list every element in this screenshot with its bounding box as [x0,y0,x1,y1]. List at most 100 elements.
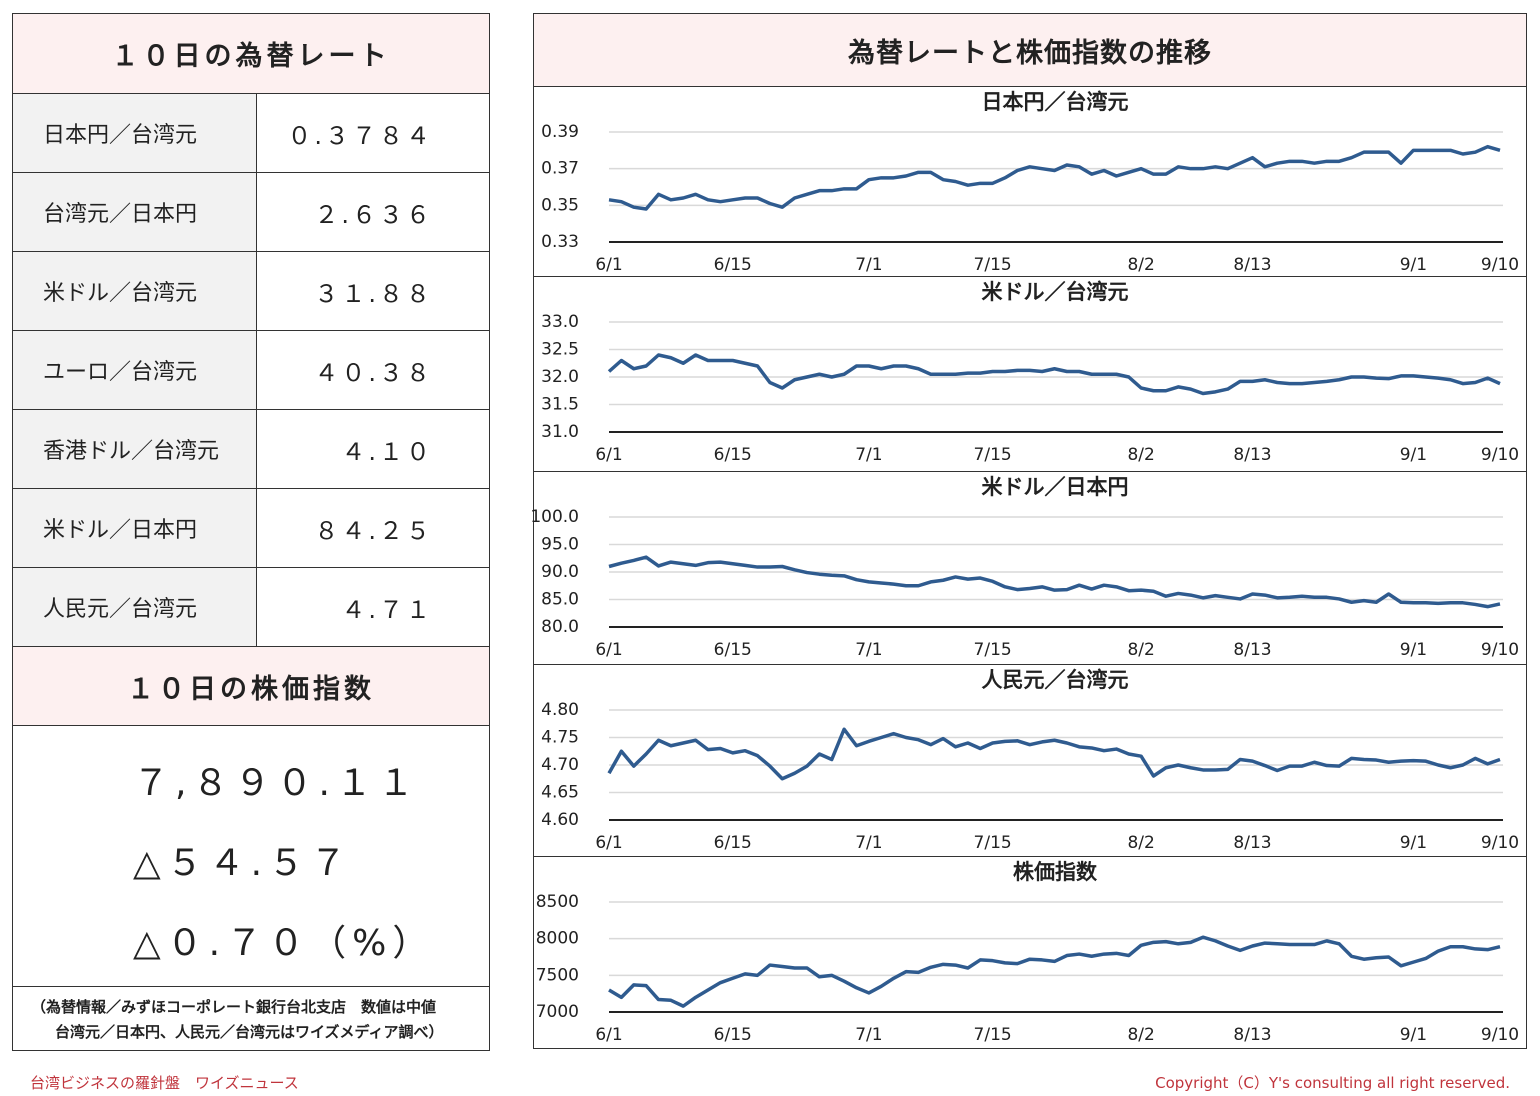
rate-value: ４０.３８ [257,331,489,410]
x-tick-label: 7/15 [974,640,1012,660]
right-panel: 為替レートと株価指数の推移 [533,13,1527,1049]
index-title: １０日の株価指数 [13,646,489,726]
index-line: △０.７０（%） [133,923,435,964]
chart-title: 日本円／台湾元 [982,90,1129,114]
x-tick-label: 6/15 [714,255,752,275]
rate-value: ３１.８８ [257,252,489,331]
rate-value: ０.３７８４ [257,94,489,173]
y-tick-label: 4.60 [541,810,579,830]
x-tick-label: 9/1 [1400,255,1427,275]
rate-value: ４.１０ [257,410,489,489]
x-tick-label: 7/1 [855,640,882,660]
chart-title: 米ドル／日本円 [982,475,1129,499]
y-tick-label: 100.0 [530,507,579,527]
series-line [608,144,1501,211]
rates-title: １０日の為替レート [13,14,489,94]
x-tick-label: 7/1 [855,833,882,853]
y-tick-label: 4.70 [541,755,579,775]
x-tick-label: 7/15 [974,1025,1012,1045]
x-tick-label: 7/15 [974,255,1012,275]
y-tick-label: 4.65 [541,783,579,803]
y-tick-label: 0.37 [541,159,579,179]
x-tick-label: 9/1 [1400,1025,1427,1045]
x-tick-label: 6/15 [714,833,752,853]
x-tick-label: 8/2 [1127,833,1154,853]
footer-right: Copyright（C）Y's consulting all right res… [1155,1074,1510,1092]
x-tick-label: 8/2 [1127,445,1154,465]
x-tick-label: 7/1 [855,445,882,465]
x-tick-label: 9/10 [1481,255,1519,275]
y-tick-label: 4.80 [541,700,579,720]
rate-label: 香港ドル／台湾元 [13,410,257,489]
panel-title: 為替レートと株価指数の推移 [534,14,1526,87]
x-tick-label: 7/15 [974,833,1012,853]
x-tick-label: 7/1 [855,255,882,275]
note: 台湾元／日本円、人民元／台湾元はワイズメディア調べ） [55,1023,444,1041]
x-tick-label: 9/1 [1400,833,1427,853]
rate-label: 人民元／台湾元 [13,568,257,647]
y-tick-label: 4.75 [541,728,579,748]
divider [534,276,1526,277]
rate-label: 台湾元／日本円 [13,173,257,252]
x-tick-label: 6/1 [595,255,622,275]
rate-value: ２.６３６ [257,173,489,252]
y-tick-label: 8000 [536,929,579,949]
divider [534,856,1526,857]
y-tick-label: 90.0 [541,562,579,582]
series-line [607,727,1501,781]
chart-title: 人民元／台湾元 [982,668,1129,692]
x-tick-label: 8/2 [1127,255,1154,275]
chart-title: 株価指数 [1013,860,1098,884]
x-tick-label: 9/10 [1481,445,1519,465]
x-tick-label: 9/1 [1400,445,1427,465]
x-tick-label: 7/15 [974,445,1012,465]
footer-left: 台湾ビジネスの羅針盤 ワイズニュース [30,1074,299,1092]
x-tick-label: 8/13 [1233,255,1271,275]
x-tick-label: 6/15 [714,1025,752,1045]
divider [534,471,1526,472]
series-line [608,555,1501,609]
chart-title: 米ドル／台湾元 [982,280,1129,304]
y-tick-label: 31.5 [541,395,579,415]
x-tick-label: 9/10 [1481,833,1519,853]
x-tick-label: 7/1 [855,1025,882,1045]
y-tick-label: 7000 [536,1002,579,1022]
series-line [607,353,1501,396]
x-tick-label: 9/10 [1481,640,1519,660]
y-tick-label: 32.5 [541,340,579,360]
x-tick-label: 6/1 [595,640,622,660]
rate-value: ８４.２５ [257,489,489,568]
x-tick-label: 6/15 [714,445,752,465]
rate-label: ユーロ／台湾元 [13,331,257,410]
index-line: △５４.５７ [133,843,353,884]
x-tick-label: 8/13 [1233,640,1271,660]
series-line [608,935,1501,1008]
y-tick-label: 0.39 [541,122,579,142]
x-tick-label: 8/13 [1233,833,1271,853]
y-tick-label: 85.0 [541,590,579,610]
left-panel: １０日の為替レート １０日の株価指数 （為替情報／みずほコーポレート銀行台北支店… [12,13,490,1051]
y-tick-label: 0.33 [541,232,579,252]
y-tick-label: 80.0 [541,617,579,637]
y-tick-label: 31.0 [541,422,579,442]
y-tick-label: 32.0 [541,367,579,387]
y-tick-label: 0.35 [541,195,579,215]
x-tick-label: 8/13 [1233,445,1271,465]
x-tick-label: 8/2 [1127,1025,1154,1045]
x-tick-label: 8/2 [1127,640,1154,660]
rate-label: 日本円／台湾元 [13,94,257,173]
rate-value: ４.７１ [257,568,489,647]
divider [534,664,1526,665]
x-tick-label: 9/1 [1400,640,1427,660]
y-tick-label: 33.0 [541,312,579,332]
index-line: ７,８９０.１１ [133,763,420,804]
rate-label: 米ドル／台湾元 [13,252,257,331]
x-tick-label: 6/1 [595,833,622,853]
divider [13,986,489,987]
x-tick-label: 6/1 [595,445,622,465]
x-tick-label: 9/10 [1481,1025,1519,1045]
rate-label: 米ドル／日本円 [13,489,257,568]
y-tick-label: 95.0 [541,535,579,555]
